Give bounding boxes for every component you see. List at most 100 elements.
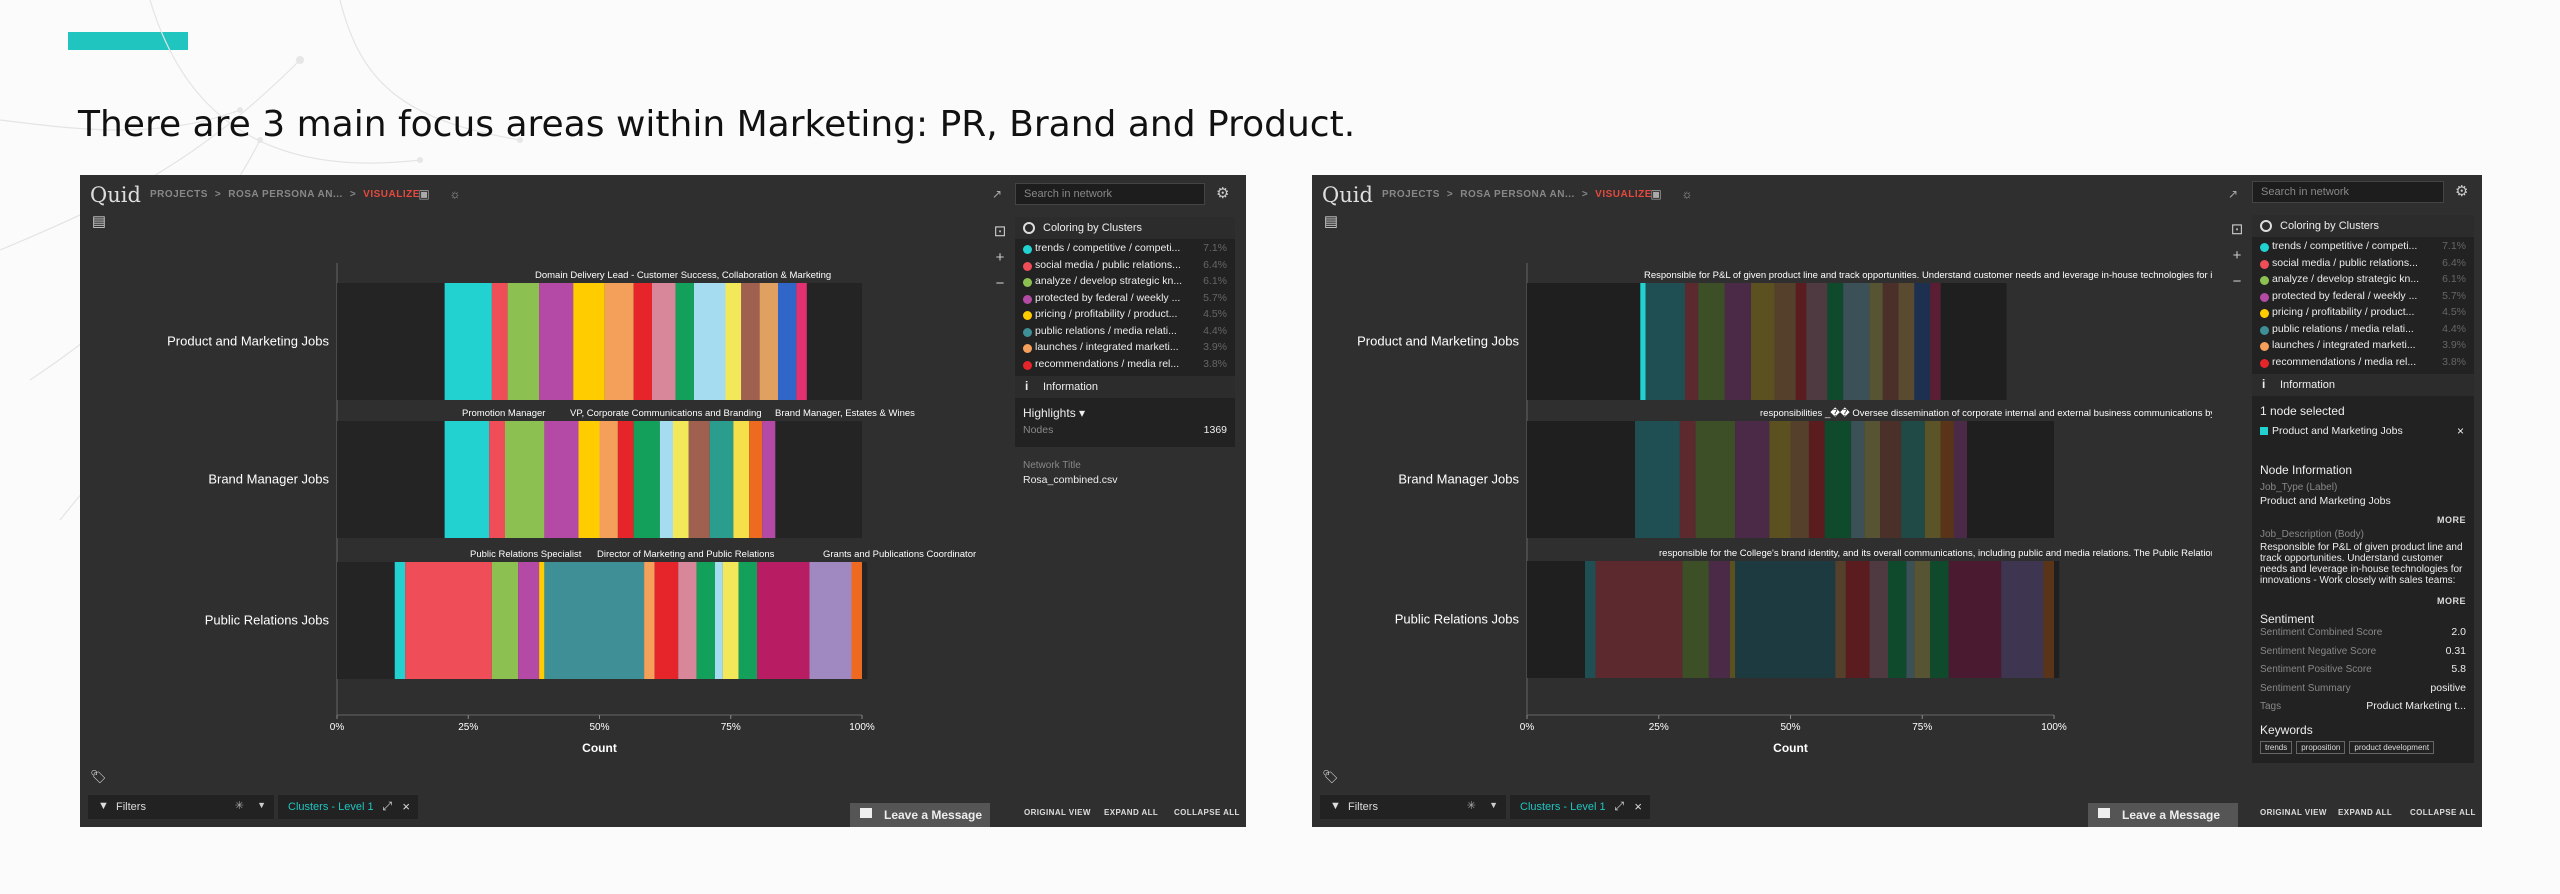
bulb-icon[interactable]: ☼ — [1681, 187, 1693, 201]
bar-segment[interactable] — [749, 421, 763, 538]
bar-segment[interactable] — [1729, 561, 1736, 678]
bar-segment[interactable] — [2001, 561, 2044, 678]
bar-segment[interactable] — [337, 421, 445, 538]
breadcrumb-visualize[interactable]: VISUALIZE — [363, 189, 420, 200]
bar-segment[interactable] — [539, 562, 545, 679]
expand-all-link[interactable]: EXPAND ALL — [1104, 808, 1159, 817]
bar-segment[interactable] — [2043, 561, 2054, 678]
legend-item[interactable]: protected by federal / weekly ... 5.7% — [1015, 292, 1235, 309]
highlights-dropdown[interactable]: Highlights ▾ — [1023, 406, 1086, 420]
bar-segment[interactable] — [759, 283, 779, 400]
bar-segment[interactable] — [1795, 283, 1807, 400]
bar-segment[interactable] — [1835, 561, 1846, 678]
quid-logo[interactable]: Quid — [1322, 183, 1373, 207]
bar-segment[interactable] — [1724, 283, 1751, 400]
bar-segment[interactable] — [1769, 421, 1791, 538]
bar-segment[interactable] — [778, 283, 797, 400]
bar-segment[interactable] — [1869, 283, 1883, 400]
keyword-chip[interactable]: trends — [2260, 740, 2293, 754]
bar-segment[interactable] — [1953, 421, 1968, 538]
bar-segment[interactable] — [1940, 421, 1954, 538]
original-view-link[interactable]: ORIGINAL VIEW — [1024, 808, 1091, 817]
bar-segment[interactable] — [1898, 283, 1915, 400]
bar-segment[interactable] — [1940, 283, 2007, 400]
bar-segment[interactable] — [709, 421, 734, 538]
tag-icon[interactable]: 🏷 — [90, 769, 107, 784]
tag-icon[interactable]: 🏷 — [1322, 769, 1339, 784]
bar-segment[interactable] — [489, 421, 505, 538]
bar-segment[interactable] — [1750, 283, 1775, 400]
bar-segment[interactable] — [633, 421, 660, 538]
search-input[interactable]: Search in network — [2252, 181, 2444, 203]
coloring-header[interactable]: Coloring by Clusters — [1015, 217, 1235, 239]
save-icon[interactable]: ▣ — [418, 187, 430, 201]
bar-segment[interactable] — [1695, 421, 1736, 538]
breadcrumb-projects[interactable]: PROJECTS — [150, 189, 208, 200]
leave-message-button[interactable]: Leave a Message — [850, 803, 990, 827]
bar-segment[interactable] — [738, 562, 758, 679]
more-link[interactable]: MORE — [2437, 515, 2466, 525]
gear-icon[interactable]: ⚙ — [1216, 185, 1230, 202]
legend-item[interactable]: public relations / media relati... 4.4% — [2252, 323, 2474, 340]
chevron-down-icon[interactable]: ▼ — [257, 800, 266, 810]
bar-segment[interactable] — [573, 283, 605, 400]
bulb-icon[interactable]: ☼ — [449, 187, 461, 201]
more-link[interactable]: MORE — [2437, 596, 2466, 606]
bar-segment[interactable] — [633, 283, 653, 400]
bar-segment[interactable] — [1869, 561, 1888, 678]
bar-segment[interactable] — [806, 283, 863, 400]
bar-segment[interactable] — [725, 283, 742, 400]
external-link-icon[interactable]: ↗ — [2227, 187, 2239, 201]
bar-segment[interactable] — [617, 421, 634, 538]
bar-segment[interactable] — [337, 562, 395, 679]
bar-segment[interactable] — [654, 562, 679, 679]
bar-segment[interactable] — [1930, 561, 1949, 678]
legend-item[interactable]: recommendations / media rel... 3.8% — [1015, 358, 1235, 375]
bar-segment[interactable] — [491, 283, 508, 400]
legend-item[interactable]: trends / competitive / competi... 7.1% — [1015, 242, 1235, 259]
clusters-chip[interactable]: Clusters - Level 1 ⤢ × — [278, 795, 418, 819]
bar-segment[interactable] — [1595, 561, 1683, 678]
legend-item[interactable]: recommendations / media rel... 3.8% — [2252, 356, 2474, 373]
bar-segment[interactable] — [694, 283, 726, 400]
coloring-header[interactable]: Coloring by Clusters — [2252, 215, 2474, 237]
expand-icon[interactable]: ⤢ — [1614, 799, 1624, 813]
keyword-chip[interactable]: proposition — [2296, 740, 2346, 754]
bar-segment[interactable] — [1824, 421, 1852, 538]
bar-segment[interactable] — [599, 421, 618, 538]
bar-segment[interactable] — [757, 562, 810, 679]
keyword-chip[interactable]: product development — [2349, 740, 2435, 754]
zoom-out-icon[interactable]: − — [995, 275, 1005, 292]
bar-segment[interactable] — [405, 562, 492, 679]
leave-message-button[interactable]: Leave a Message — [2088, 803, 2238, 827]
bar-segment[interactable] — [1635, 421, 1680, 538]
close-icon[interactable]: × — [402, 799, 410, 814]
bar-segment[interactable] — [578, 421, 600, 538]
information-header[interactable]: i Information — [2252, 374, 2474, 396]
bar-segment[interactable] — [1967, 421, 2054, 538]
legend-item[interactable]: social media / public relations... 6.4% — [1015, 259, 1235, 276]
breadcrumb-project-name[interactable]: ROSA PERSONA AN... — [1460, 189, 1575, 200]
bar-segment[interactable] — [659, 421, 674, 538]
legend-item[interactable]: analyze / develop strategic kn... 6.1% — [1015, 275, 1235, 292]
legend-item[interactable]: launches / integrated marketi... 3.9% — [1015, 341, 1235, 358]
bar-segment[interactable] — [1584, 561, 1596, 678]
bar-segment[interactable] — [696, 562, 716, 679]
bar-segment[interactable] — [1645, 283, 1686, 400]
asterisk-icon[interactable]: ✳ — [234, 800, 244, 812]
zoom-in-icon[interactable]: + — [995, 249, 1005, 266]
fit-view-icon[interactable]: ⊡ — [993, 223, 1007, 240]
bar-segment[interactable] — [444, 421, 490, 538]
legend-item[interactable]: launches / integrated marketi... 3.9% — [2252, 339, 2474, 356]
layout-grid-icon[interactable]: ▤ — [91, 213, 107, 230]
bar-segment[interactable] — [394, 562, 406, 679]
bar-segment[interactable] — [678, 562, 697, 679]
bar-segment[interactable] — [796, 283, 807, 400]
breadcrumb-visualize[interactable]: VISUALIZE — [1595, 189, 1652, 200]
gear-icon[interactable]: ⚙ — [2455, 183, 2469, 200]
bar-segment[interactable] — [688, 421, 710, 538]
legend-item[interactable]: analyze / develop strategic kn... 6.1% — [2252, 273, 2474, 290]
zoom-in-icon[interactable]: + — [2232, 247, 2242, 264]
selected-node-chip[interactable]: Product and Marketing Jobs × — [2260, 424, 2466, 438]
search-input[interactable]: Search in network — [1015, 183, 1205, 205]
